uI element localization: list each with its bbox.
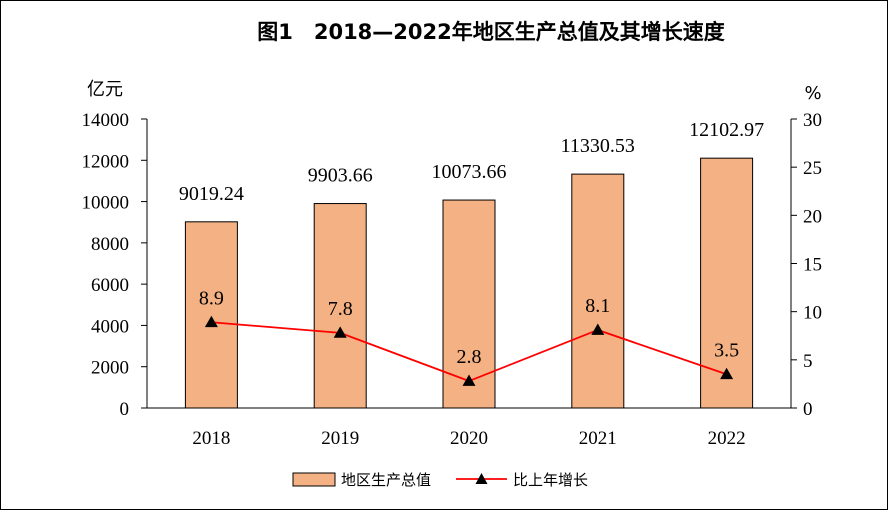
left-axis-tick-label: 12000 (82, 151, 130, 172)
x-axis-tick-label: 2018 (192, 428, 230, 449)
line-value-label: 3.5 (714, 339, 739, 361)
line-series (204, 315, 734, 386)
bar (700, 157, 754, 409)
right-axis-tick-label: 30 (803, 110, 822, 131)
bar (184, 221, 238, 409)
right-axis-tick-label: 25 (803, 158, 822, 179)
growth-point (333, 326, 347, 338)
right-axis-ticks: 0 5 10 15 20 25 30 (791, 110, 822, 420)
right-axis-tick-label: 20 (803, 206, 822, 227)
line-data-labels: 8.9 7.8 2.8 8.1 3.5 (199, 287, 739, 368)
x-axis-tick-label: 2022 (708, 428, 746, 449)
bar-series (184, 157, 754, 409)
x-axis-tick-label: 2021 (579, 428, 617, 449)
right-axis-unit: % (804, 83, 821, 104)
x-axis-ticks: 2018 2019 2020 2021 2022 (192, 428, 745, 449)
growth-point (591, 323, 605, 335)
line-value-label: 2.8 (457, 346, 482, 368)
left-axis-tick-label: 4000 (91, 316, 129, 337)
left-axis-tick-label: 14000 (82, 110, 130, 131)
growth-point (462, 374, 476, 386)
right-axis-tick-label: 10 (803, 303, 822, 324)
growth-point (204, 315, 218, 328)
legend-bar-label: 地区生产总值 (341, 471, 431, 489)
bar-value-label: 12102.97 (689, 119, 764, 141)
bar (571, 173, 625, 409)
bar-value-label: 11330.53 (561, 135, 635, 157)
line-value-label: 8.1 (585, 295, 610, 317)
left-axis-ticks: 0 2000 4000 6000 8000 10000 12000 14000 (82, 110, 147, 420)
right-axis-tick-label: 15 (803, 255, 822, 276)
chart-title: 图1 2018—2022年地区生产总值及其增长速度 (257, 20, 725, 44)
legend-bar-swatch (292, 472, 336, 487)
growth-point (720, 367, 734, 380)
right-axis-tick-label: 0 (803, 399, 813, 420)
left-axis-unit: 亿元 (87, 79, 123, 100)
left-axis-tick-label: 0 (120, 399, 130, 420)
bar-value-label: 10073.66 (432, 161, 507, 183)
left-axis-tick-label: 8000 (91, 234, 129, 255)
left-axis-tick-label: 10000 (82, 193, 130, 214)
bar-value-label: 9019.24 (179, 183, 244, 205)
line-value-label: 8.9 (199, 287, 224, 309)
line-value-label: 7.8 (328, 298, 353, 320)
left-axis-tick-label: 6000 (91, 275, 129, 296)
x-axis-tick-label: 2020 (450, 428, 488, 449)
legend: 地区生产总值 比上年增长 (292, 471, 588, 489)
bar (313, 203, 367, 409)
bar-data-labels: 9019.24 9903.66 10073.66 11330.53 12102.97 (179, 119, 764, 205)
legend-line-label: 比上年增长 (513, 471, 588, 489)
right-axis-tick-label: 5 (803, 351, 813, 372)
bar-value-label: 9903.66 (308, 165, 373, 187)
x-axis-tick-label: 2019 (321, 428, 359, 449)
legend-line-marker (475, 473, 488, 484)
left-axis-tick-label: 2000 (91, 358, 129, 379)
